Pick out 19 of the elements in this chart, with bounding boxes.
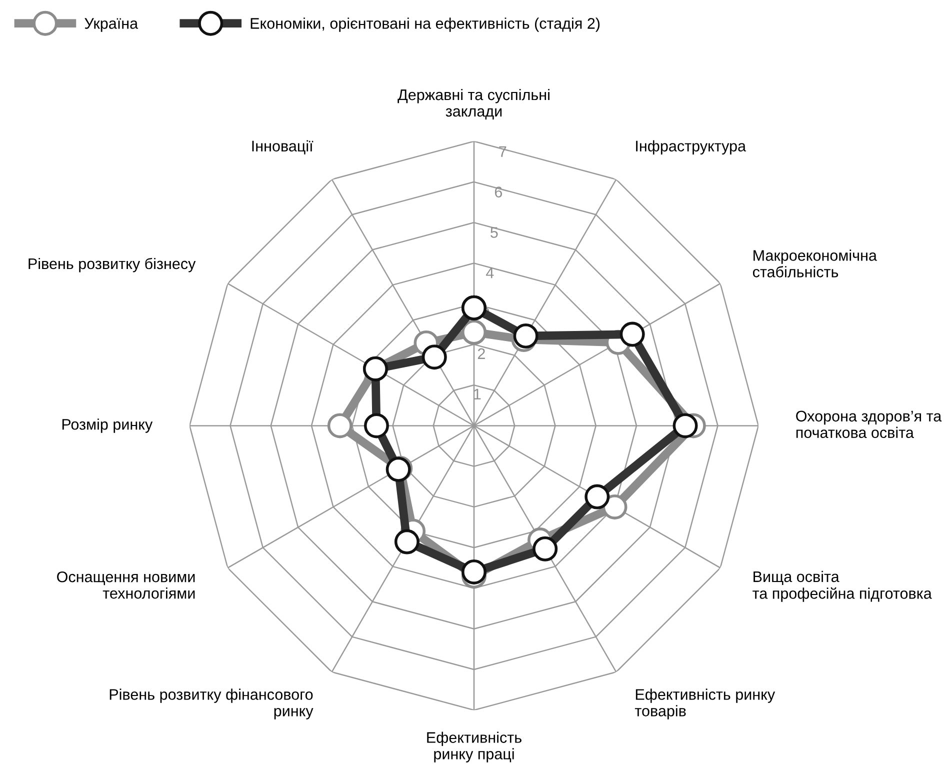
spoke-label: Вища освіта та професійна підготовка [752,570,932,602]
spoke-label: Інфраструктура [636,140,746,155]
spoke-label: Оснащення новими технологіями [57,571,195,599]
legend-label: Економіки, орієнтовані на ефективність (стадія 2) [250,18,600,32]
spoke-label: Рівень розвитку фінансового ринку [110,688,314,720]
y-tick-label: 2 [478,348,485,359]
y-tick-label: 6 [494,186,502,198]
y-tick-label: 4 [486,268,494,278]
spoke-label: Ефективність ринку товарів [634,688,776,720]
spoke-label: Макроекономічна стабільність [752,250,877,278]
spoke-label: Охорона здоров’я та початкова освіта [796,410,942,438]
y-tick-label: 7 [499,146,506,157]
spoke-label: Розмір ринку [62,418,153,433]
spoke-label: Державні та суспільні заклади [398,88,550,120]
spoke-label: Інновації [252,140,314,154]
y-tick-label: 5 [490,227,498,238]
legend-label: Україна [84,18,138,32]
spoke-label: Ефективність ринку праці [427,732,522,762]
spoke-label: Рівень розвитку бізнесу [28,258,196,272]
